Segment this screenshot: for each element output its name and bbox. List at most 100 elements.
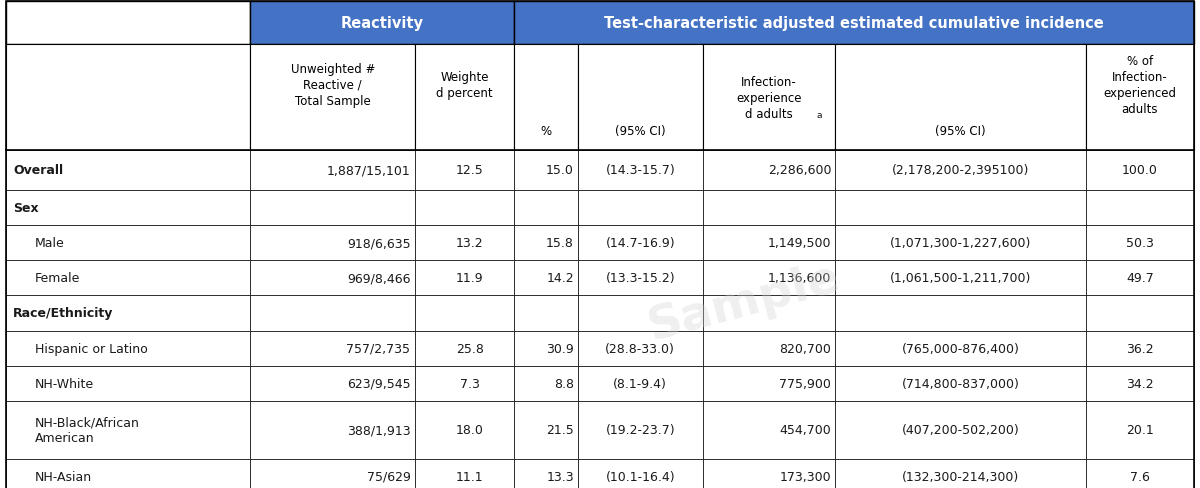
- Bar: [577, 45, 703, 150]
- Bar: [835, 225, 1086, 261]
- Bar: [415, 331, 515, 366]
- Bar: [515, 401, 577, 459]
- Text: NH-White: NH-White: [35, 377, 94, 390]
- Text: Weighte
d percent: Weighte d percent: [437, 71, 493, 100]
- Bar: [577, 331, 703, 366]
- Bar: [515, 459, 577, 488]
- Bar: [515, 331, 577, 366]
- Bar: [415, 366, 515, 401]
- Bar: [415, 459, 515, 488]
- Bar: [250, 261, 415, 296]
- Bar: [1086, 190, 1194, 225]
- Text: 14.2: 14.2: [546, 272, 574, 285]
- Bar: [250, 225, 415, 261]
- Text: (1,071,300-1,227,600): (1,071,300-1,227,600): [889, 237, 1031, 249]
- Bar: [6, 366, 250, 401]
- Text: 75/629: 75/629: [366, 470, 410, 483]
- Bar: [577, 296, 703, 331]
- Bar: [703, 150, 835, 190]
- Text: (95% CI): (95% CI): [935, 125, 985, 138]
- Bar: [835, 261, 1086, 296]
- Text: (132,300-214,300): (132,300-214,300): [901, 470, 1019, 483]
- Text: Unweighted #
Reactive /
Total Sample: Unweighted # Reactive / Total Sample: [290, 63, 374, 108]
- Text: 918/6,635: 918/6,635: [347, 237, 410, 249]
- Bar: [6, 459, 250, 488]
- Bar: [415, 261, 515, 296]
- Bar: [835, 331, 1086, 366]
- Text: 15.0: 15.0: [546, 164, 574, 177]
- Bar: [250, 296, 415, 331]
- Text: 1,149,500: 1,149,500: [768, 237, 832, 249]
- Text: 21.5: 21.5: [546, 424, 574, 436]
- Text: 34.2: 34.2: [1126, 377, 1153, 390]
- Bar: [1086, 150, 1194, 190]
- Bar: [415, 150, 515, 190]
- Text: %: %: [540, 125, 552, 138]
- Bar: [577, 190, 703, 225]
- Text: Overall: Overall: [13, 164, 64, 177]
- Bar: [1086, 45, 1194, 150]
- Bar: [515, 190, 577, 225]
- Bar: [515, 296, 577, 331]
- Text: a: a: [817, 111, 822, 120]
- Text: (14.3-15.7): (14.3-15.7): [605, 164, 676, 177]
- Text: 49.7: 49.7: [1126, 272, 1153, 285]
- Text: 8.8: 8.8: [554, 377, 574, 390]
- Bar: [835, 150, 1086, 190]
- Bar: [835, 459, 1086, 488]
- Bar: [1086, 459, 1194, 488]
- Bar: [577, 459, 703, 488]
- Bar: [835, 401, 1086, 459]
- Text: 7.3: 7.3: [460, 377, 480, 390]
- Bar: [6, 45, 250, 150]
- Text: Male: Male: [35, 237, 65, 249]
- Text: 11.1: 11.1: [456, 470, 484, 483]
- Bar: [250, 401, 415, 459]
- Text: Sex: Sex: [13, 202, 38, 214]
- Bar: [703, 296, 835, 331]
- Text: 30.9: 30.9: [546, 342, 574, 355]
- Text: (19.2-23.7): (19.2-23.7): [606, 424, 676, 436]
- Bar: [515, 366, 577, 401]
- Text: 13.2: 13.2: [456, 237, 484, 249]
- Bar: [703, 459, 835, 488]
- Text: (14.7-16.9): (14.7-16.9): [606, 237, 676, 249]
- Bar: [835, 45, 1086, 150]
- Bar: [703, 261, 835, 296]
- Bar: [703, 45, 835, 150]
- Text: Race/Ethnicity: Race/Ethnicity: [13, 307, 114, 320]
- Bar: [6, 296, 250, 331]
- Bar: [577, 401, 703, 459]
- Text: NH-Asian: NH-Asian: [35, 470, 92, 483]
- Text: 388/1,913: 388/1,913: [347, 424, 410, 436]
- Text: 1,887/15,101: 1,887/15,101: [326, 164, 410, 177]
- Bar: [6, 401, 250, 459]
- Bar: [415, 45, 515, 150]
- Bar: [250, 150, 415, 190]
- Bar: [250, 459, 415, 488]
- Text: Reactivity: Reactivity: [341, 17, 424, 31]
- Bar: [250, 2, 515, 45]
- Text: Test-characteristic adjusted estimated cumulative incidence: Test-characteristic adjusted estimated c…: [605, 17, 1104, 31]
- Text: Sample: Sample: [643, 255, 845, 350]
- Bar: [577, 366, 703, 401]
- Text: 7.6: 7.6: [1130, 470, 1150, 483]
- Text: 1,136,600: 1,136,600: [768, 272, 832, 285]
- Bar: [1086, 296, 1194, 331]
- Text: 969/8,466: 969/8,466: [347, 272, 410, 285]
- Bar: [6, 150, 250, 190]
- Text: (8.1-9.4): (8.1-9.4): [613, 377, 667, 390]
- Bar: [250, 45, 415, 150]
- Bar: [515, 2, 1194, 45]
- Bar: [703, 331, 835, 366]
- Text: (407,200-502,200): (407,200-502,200): [901, 424, 1019, 436]
- Text: 100.0: 100.0: [1122, 164, 1158, 177]
- Bar: [6, 261, 250, 296]
- Text: (1,061,500-1,211,700): (1,061,500-1,211,700): [889, 272, 1031, 285]
- Text: 623/9,545: 623/9,545: [347, 377, 410, 390]
- Bar: [1086, 261, 1194, 296]
- Bar: [415, 225, 515, 261]
- Bar: [703, 225, 835, 261]
- Text: 173,300: 173,300: [780, 470, 832, 483]
- Text: 36.2: 36.2: [1126, 342, 1153, 355]
